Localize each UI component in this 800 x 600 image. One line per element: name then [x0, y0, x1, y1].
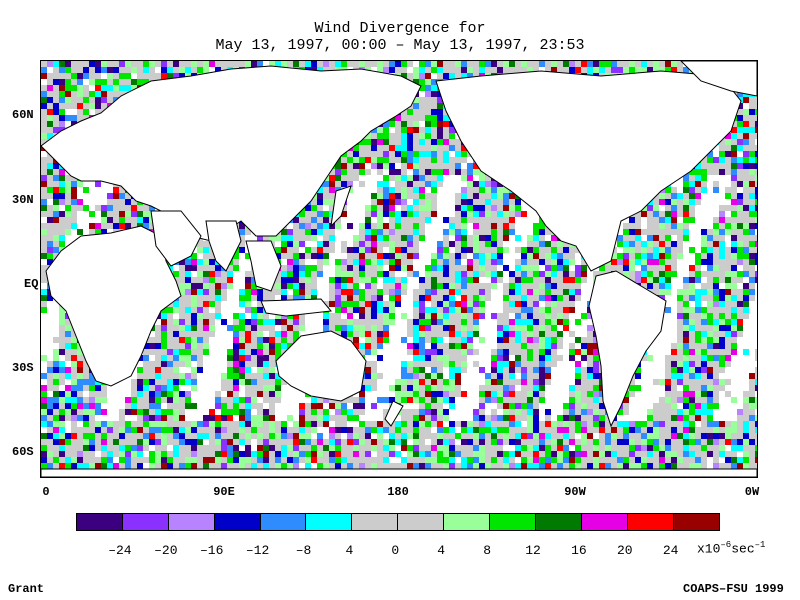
world-map [40, 60, 758, 478]
color-legend-swatch [122, 514, 169, 530]
lon-label-180: 180 [387, 485, 409, 499]
color-legend-tick-label: 16 [571, 543, 587, 558]
color-legend-tick-label: –16 [199, 543, 224, 558]
land-japan [330, 185, 352, 228]
lat-label-30n: 30N [12, 193, 34, 207]
color-legend-swatch [352, 514, 399, 530]
color-legend-swatch [627, 514, 674, 530]
lat-label-eq: EQ [24, 277, 39, 291]
color-legend-tick-label: 8 [483, 543, 491, 558]
units-label: x10–6sec–1 [697, 540, 766, 557]
color-legend-tick-label: 4 [437, 543, 446, 558]
color-legend-swatch [77, 514, 123, 530]
color-legend-swatch [306, 514, 353, 530]
color-legend-tick-label: –20 [154, 543, 178, 558]
color-legend-tick-label: 20 [616, 543, 633, 558]
color-legend-swatch [214, 514, 261, 530]
lon-label-90e: 90E [213, 485, 235, 499]
color-legend-tick-label: –8 [295, 543, 312, 558]
lat-label-30s: 30S [12, 361, 34, 375]
lat-label-60n: 60N [12, 108, 34, 122]
color-legend-swatch [168, 514, 215, 530]
author-credit: Grant [8, 582, 45, 596]
color-legend-tick-label: –12 [245, 543, 270, 558]
color-legend-swatch [444, 514, 491, 530]
land-indonesia [260, 298, 332, 317]
lon-label-0: 0 [42, 485, 50, 499]
lat-label-60s: 60S [12, 445, 34, 459]
lon-label-0w: 0W [744, 485, 760, 499]
land-se-asia [245, 240, 282, 292]
land-india [205, 220, 242, 272]
color-legend-tick-label: 0 [391, 543, 400, 558]
color-legend-swatch [260, 514, 307, 530]
color-legend-tick-label: 4 [345, 543, 354, 558]
land-eurasia [41, 65, 422, 242]
color-legend-tick-label: –24 [108, 543, 132, 558]
color-legend-bar [76, 513, 721, 531]
land-new-zealand [384, 400, 404, 427]
color-legend-tick-label: 12 [525, 543, 541, 558]
land-arabia [150, 210, 202, 267]
color-legend-swatch [398, 514, 445, 530]
map-title: Wind Divergence for [314, 20, 486, 37]
color-legend-swatch [581, 514, 628, 530]
map-subtitle-date-range: May 13, 1997, 00:00 – May 13, 1997, 23:5… [215, 37, 585, 54]
divergence-field [41, 61, 757, 477]
color-legend-swatch [490, 514, 536, 530]
color-legend-swatch [535, 514, 582, 530]
color-legend-tick-label: 24 [662, 543, 679, 558]
land-antarctica [41, 468, 757, 477]
land-greenland [680, 61, 757, 97]
lon-label-90w: 90W [564, 485, 586, 499]
color-legend-swatch [673, 514, 720, 530]
land-south-america [588, 270, 667, 428]
land-north-america [435, 70, 742, 272]
organization-credit: COAPS–FSU 1999 [683, 582, 784, 596]
land-australia [275, 330, 367, 402]
land-africa [45, 225, 182, 387]
